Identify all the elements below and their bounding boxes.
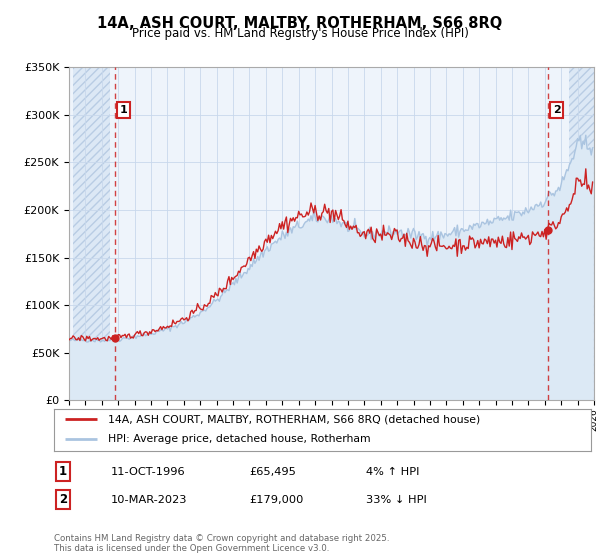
Text: 14A, ASH COURT, MALTBY, ROTHERHAM, S66 8RQ: 14A, ASH COURT, MALTBY, ROTHERHAM, S66 8… [97,16,503,31]
Text: 1: 1 [119,105,127,115]
Text: 14A, ASH COURT, MALTBY, ROTHERHAM, S66 8RQ (detached house): 14A, ASH COURT, MALTBY, ROTHERHAM, S66 8… [108,414,480,424]
Text: Price paid vs. HM Land Registry's House Price Index (HPI): Price paid vs. HM Land Registry's House … [131,27,469,40]
Text: 10-MAR-2023: 10-MAR-2023 [111,494,187,505]
Text: £179,000: £179,000 [249,494,304,505]
Text: 2: 2 [553,105,560,115]
Text: 11-OCT-1996: 11-OCT-1996 [111,466,185,477]
Text: 1: 1 [59,465,67,478]
Text: HPI: Average price, detached house, Rotherham: HPI: Average price, detached house, Roth… [108,434,370,444]
Text: Contains HM Land Registry data © Crown copyright and database right 2025.
This d: Contains HM Land Registry data © Crown c… [54,534,389,553]
Text: £65,495: £65,495 [249,466,296,477]
Text: 2: 2 [59,493,67,506]
Text: 33% ↓ HPI: 33% ↓ HPI [366,494,427,505]
Text: 4% ↑ HPI: 4% ↑ HPI [366,466,419,477]
Bar [569,67,594,400]
Bar [73,67,110,400]
